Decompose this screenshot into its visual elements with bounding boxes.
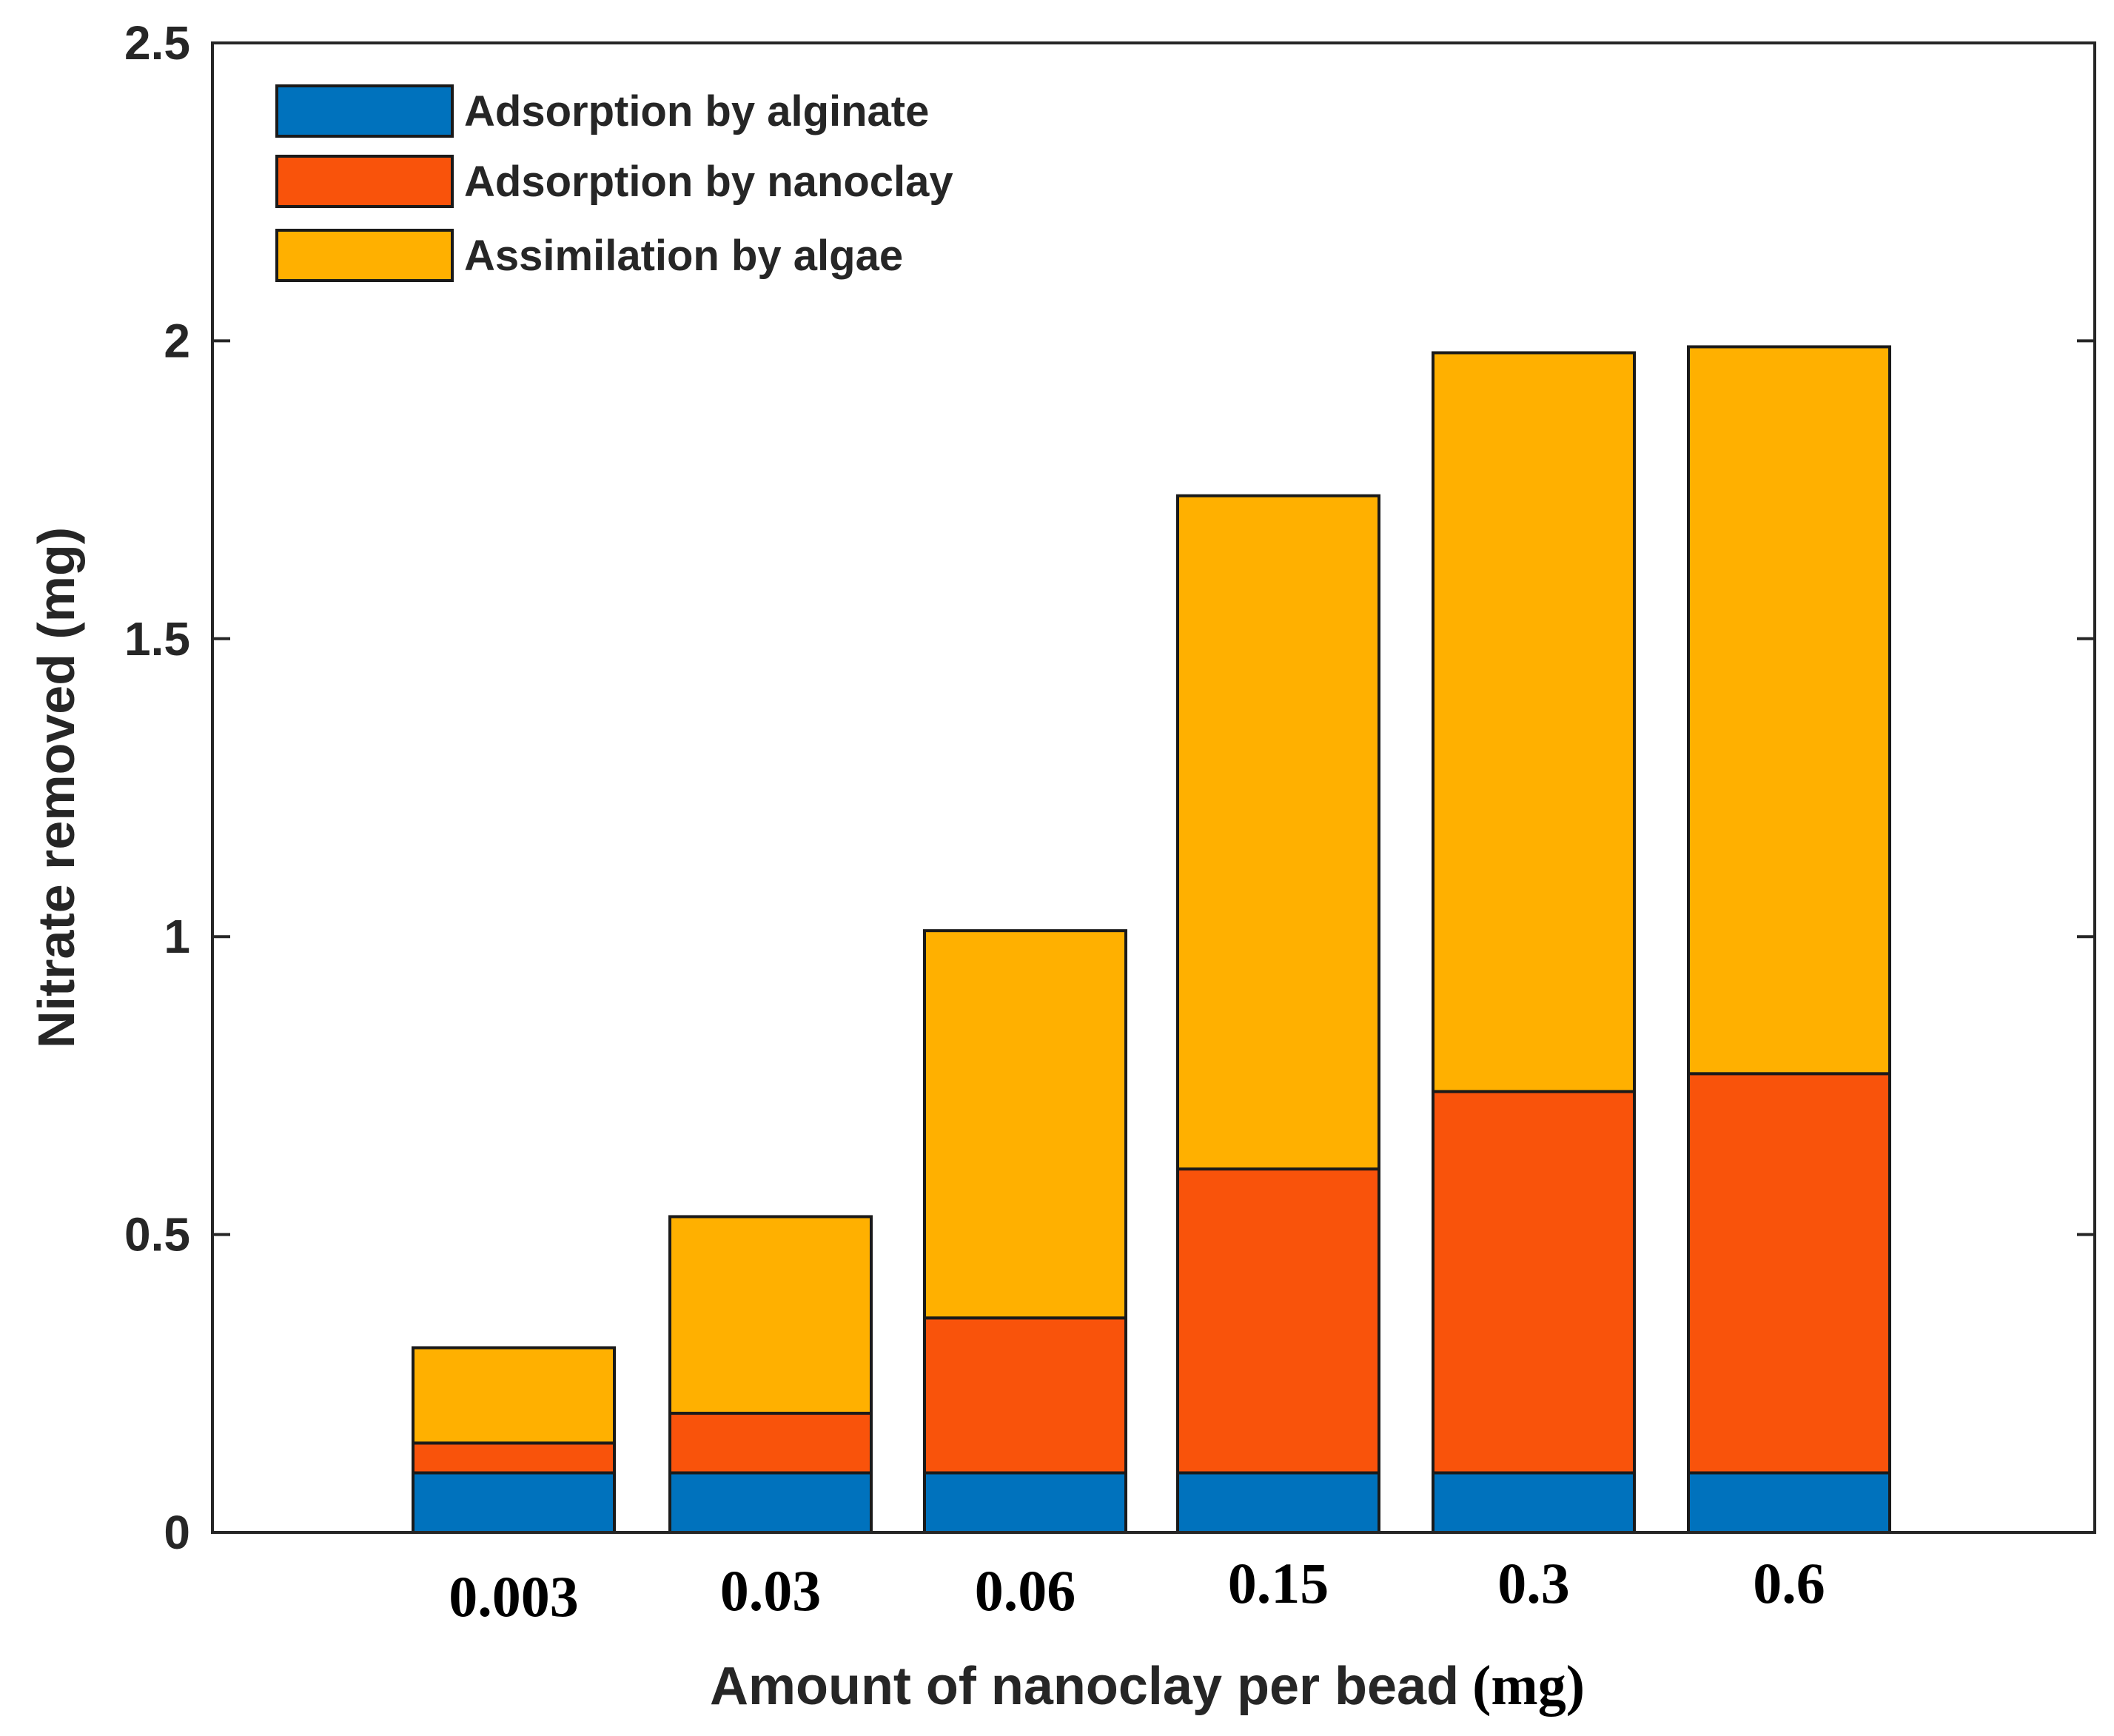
y-tick-label: 1 <box>164 910 190 963</box>
bar-segment <box>923 1471 1127 1535</box>
bar-segment <box>1687 345 1891 1076</box>
bar-segment <box>1432 1090 1636 1475</box>
x-axis-tick-labels: 0.003 0.03 0.06 0.15 0.3 0.6 <box>449 1551 1825 1629</box>
bar-segment <box>412 1471 616 1535</box>
axes-frame <box>211 41 2096 1534</box>
bar-segment <box>1176 494 1380 1171</box>
legend: Adsorption by alginate Adsorption by nano… <box>275 84 953 282</box>
legend-label: Assimilation by algae <box>464 232 903 280</box>
bar-segment <box>1687 1072 1891 1475</box>
bar-segment <box>1432 351 1636 1093</box>
bar-segment <box>1687 1471 1891 1535</box>
bar-segment <box>1432 1471 1636 1535</box>
x-tick-label: 0.06 <box>975 1558 1076 1623</box>
legend-swatch <box>275 155 454 208</box>
bar-segment <box>668 1471 873 1535</box>
bars <box>412 345 1891 1535</box>
bar-segment <box>923 1316 1127 1475</box>
bar-segment <box>1176 1471 1380 1535</box>
y-tick-label: 2.5 <box>124 16 190 70</box>
bar-segment <box>923 929 1127 1320</box>
y-axis-label: Nitrate removed (mg) <box>27 527 85 1048</box>
x-tick-label: 0.6 <box>1753 1551 1825 1615</box>
x-tick-label: 0.003 <box>449 1564 579 1629</box>
legend-swatch <box>275 229 454 282</box>
bar-segment <box>412 1441 616 1475</box>
x-axis-label-unit: (mg) <box>1472 1655 1585 1717</box>
x-tick-label: 0.15 <box>1228 1551 1329 1615</box>
x-axis-label: Amount of nanoclay per bead (mg) <box>710 1655 1585 1717</box>
y-tick-label: 2 <box>164 314 190 367</box>
y-tick-label: 0 <box>164 1506 190 1559</box>
y-tick-label: 0.5 <box>124 1208 190 1261</box>
bar-segment <box>668 1412 873 1475</box>
x-tick-label: 0.03 <box>720 1558 822 1623</box>
y-tick-label: 1.5 <box>124 612 190 666</box>
y-axis-ticks: 0 0.5 1 1.5 2 2.5 <box>124 16 2095 1559</box>
legend-label: Adsorption by nanoclay <box>464 158 953 206</box>
x-tick-label: 0.3 <box>1497 1551 1570 1615</box>
bar-segment <box>412 1346 616 1445</box>
legend-label: Adsorption by alginate <box>464 87 929 135</box>
legend-swatch <box>275 84 454 138</box>
x-axis-label-text: Amount of nanoclay per bead <box>710 1657 1459 1716</box>
bar-segment <box>668 1215 873 1415</box>
bar-segment <box>1176 1167 1380 1475</box>
